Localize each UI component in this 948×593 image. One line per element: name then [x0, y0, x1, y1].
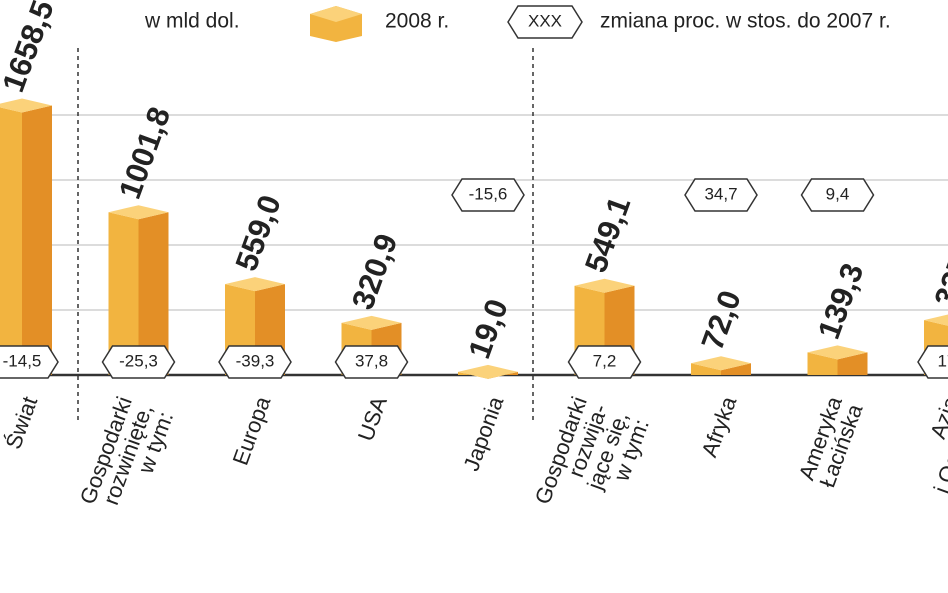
x-tick-label-line: Afryka — [696, 392, 741, 460]
bar — [691, 356, 751, 375]
change-hexagon — [0, 345, 59, 379]
bar-top-face — [924, 314, 948, 326]
change-hexagon — [101, 345, 176, 379]
value-label: 337,8 — [927, 226, 948, 311]
change-hexagon — [917, 345, 948, 379]
bar-right-face — [837, 352, 868, 375]
value-label: 139,3 — [811, 259, 870, 344]
x-tick-label-line: USA — [353, 393, 392, 444]
bar — [807, 345, 868, 375]
change-hexagon — [334, 345, 409, 379]
unit-label: w mld dol. — [144, 10, 240, 33]
x-tick-label: Europa — [227, 392, 275, 468]
value-label: 320,9 — [345, 229, 404, 314]
value-label: 549,1 — [578, 192, 637, 277]
bar-top-face — [807, 345, 868, 360]
legend-hexagon-label: XXX — [528, 11, 562, 30]
bar-left-face — [108, 212, 139, 375]
bar-top-face — [458, 364, 518, 379]
x-tick-label: Japonia — [458, 392, 508, 474]
change-hexagon — [567, 345, 642, 379]
x-tick-label: USA — [353, 393, 392, 444]
x-tick-label: Gospodarkirozwija-jące się,w tym: — [530, 393, 654, 530]
bar-top-face — [108, 205, 169, 220]
legend-swatch — [310, 6, 362, 22]
change-label: 7,2 — [593, 351, 617, 370]
legend-hexagon — [507, 5, 583, 39]
bar-right-face — [22, 105, 52, 376]
bar-right-face — [138, 212, 169, 375]
x-tick-label-line: Świat — [0, 393, 42, 452]
value-label: 559,0 — [228, 190, 287, 275]
x-tick-label: Świat — [0, 393, 42, 452]
legend-label: 2008 r. — [385, 10, 449, 33]
value-label: 1658,5 — [0, 0, 61, 97]
x-tick-label: Afryka — [696, 392, 741, 460]
change-label: 37,8 — [355, 351, 388, 370]
change-hexagon — [451, 178, 525, 212]
bar-top-face — [574, 278, 635, 293]
value-label: 72,0 — [694, 286, 748, 355]
change-hexagon — [800, 178, 875, 212]
bar-left-face — [0, 107, 22, 375]
value-label: 19,0 — [461, 294, 515, 363]
legend-label: zmiana proc. w stos. do 2007 r. — [600, 10, 891, 33]
x-tick-label: Gospodarkirozwinięte,w tym: — [75, 393, 178, 522]
x-tick-label-line: Europa — [227, 392, 275, 468]
bar-left-face — [807, 352, 838, 375]
change-label: -39,3 — [236, 351, 275, 370]
x-tick-label-line: Japonia — [458, 392, 508, 474]
bar — [0, 98, 52, 376]
bar-top-face — [225, 277, 285, 292]
change-hexagon — [218, 345, 292, 379]
change-hexagon — [684, 178, 758, 212]
x-tick-label: Azjai Oceania — [908, 392, 948, 496]
bar — [458, 364, 518, 379]
bar-top-face — [0, 98, 52, 113]
bar-right-face — [721, 363, 751, 375]
change-label: -15,6 — [469, 184, 508, 203]
value-label: 1001,8 — [112, 102, 177, 203]
bar-top-face — [341, 315, 402, 330]
change-label: -14,5 — [3, 351, 42, 370]
change-label: 9,4 — [826, 184, 850, 203]
change-label: 17,3 — [937, 351, 948, 370]
bar-top-face — [691, 356, 751, 371]
x-tick-label: AmerykaŁacińska — [793, 392, 867, 490]
bar-left-face — [691, 363, 721, 375]
x-tick-label-line: Azja — [925, 392, 948, 441]
change-label: -25,3 — [119, 351, 158, 370]
bar — [108, 205, 169, 375]
change-label: 34,7 — [704, 184, 737, 203]
